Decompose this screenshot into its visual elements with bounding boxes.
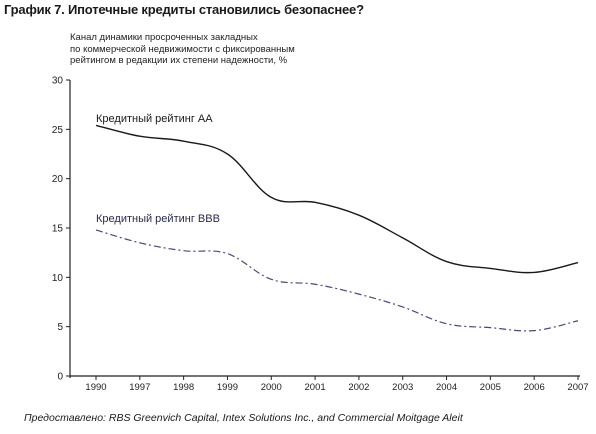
axes: 0 5 10 15 20 25 30 1990 1997 1998 1999 2000 2001 2002…	[52, 76, 589, 394]
x-tick-label: 2002	[348, 382, 369, 393]
series-label-aa: Кредитный рейтинг AA	[96, 113, 213, 125]
y-tick-label: 5	[57, 322, 63, 333]
chart-subtitle: Канал динамики просроченных закладных по…	[70, 32, 330, 67]
x-tick-label: 2000	[261, 382, 282, 393]
y-tick-label: 15	[52, 224, 64, 235]
chart-subtitle-line: Канал динамики просроченных закладных	[70, 32, 258, 43]
x-tick-label: 2004	[436, 382, 457, 393]
x-tick-label: 2007	[567, 382, 588, 393]
x-tick-label: 1999	[217, 382, 238, 393]
x-tick-label: 2005	[480, 382, 501, 393]
y-tick-label: 10	[52, 273, 64, 284]
x-tick-label: 2003	[392, 382, 413, 393]
y-tick-label: 0	[57, 372, 63, 383]
x-tick-label: 1998	[173, 382, 194, 393]
y-tick-label: 30	[52, 76, 64, 87]
y-tick-label: 20	[52, 174, 64, 185]
x-tick-label: 2001	[305, 382, 326, 393]
chart-subtitle-line: по коммерческой недвижимости с фиксирова…	[70, 43, 295, 55]
source-note: Предоставлено: RBS Greenvich Capital, In…	[24, 412, 463, 424]
x-tick-label: 2006	[524, 382, 545, 393]
x-tick-label: 1997	[129, 382, 150, 393]
series-line-bbb	[95, 229, 579, 332]
series-label-bbb: Кредитный рейтинг BBB	[96, 213, 220, 225]
x-tick-label: 1990	[85, 382, 106, 393]
chart-subtitle-line: рейтингом в редакции их степени надежнос…	[70, 55, 288, 66]
series-labels: Кредитный рейтинг AA Кредитный рейтинг BB…	[96, 113, 220, 225]
series-layer	[95, 124, 579, 332]
series-line-aa	[95, 124, 579, 274]
figure-title: График 7. Ипотечные кредиты становились …	[4, 2, 364, 17]
y-tick-label: 25	[52, 125, 64, 136]
